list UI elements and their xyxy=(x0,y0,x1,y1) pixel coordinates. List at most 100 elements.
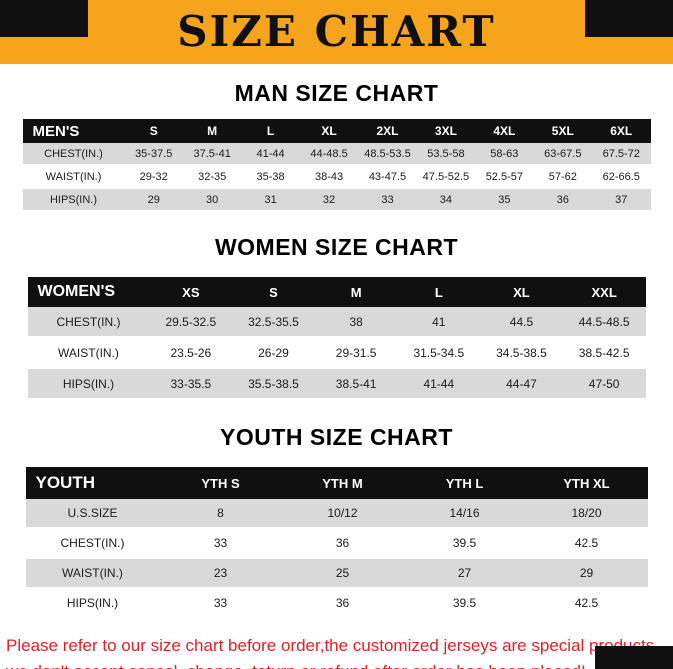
size-column-header: YTH XL xyxy=(525,467,648,499)
size-value: 14/16 xyxy=(449,506,480,520)
size-value: 41-44 xyxy=(423,376,455,391)
bottom-right-black-bar xyxy=(595,646,673,669)
size-value: 33 xyxy=(213,596,228,610)
size-value: 57-62 xyxy=(548,170,577,183)
table-row: CHEST(IN.) 35-37.5 37.5-41 41-44 44-48.5 48.5… xyxy=(22,143,651,165)
size-value: 62-66.5 xyxy=(602,170,640,183)
size-value: 33-35.5 xyxy=(170,376,212,391)
table-row: HIPS(IN.) 29 30 31 32 33 34 35 36 37 xyxy=(22,188,651,211)
page-title: SIZE CHART xyxy=(177,7,496,56)
table-row: HIPS(IN.) 33 36 39.5 42.5 xyxy=(25,588,648,618)
size-value: 38-43 xyxy=(314,170,344,183)
size-value: 37 xyxy=(615,193,628,206)
size-column-header: 2XL xyxy=(358,119,417,143)
table-row: WAIST(IN.) 23 25 27 29 xyxy=(25,558,648,588)
size-column-header: XL xyxy=(480,277,563,307)
size-value: 31 xyxy=(264,193,277,206)
size-value: 47.5-52.5 xyxy=(422,170,470,183)
size-value: 42.5 xyxy=(574,536,599,550)
size-value: 35-37.5 xyxy=(135,147,173,160)
size-value: 53.5-58 xyxy=(427,147,465,160)
table-row: WAIST(IN.) 29-32 32-35 35-38 38-43 43-47.5 47.… xyxy=(22,165,651,188)
table-row: CHEST(IN.) 33 36 39.5 42.5 xyxy=(25,528,648,558)
size-value: 39.5 xyxy=(452,536,477,550)
mens-size-table: MEN'S S M L XL 2XL 3XL 4XL 5XL 6XL CHEST(IN.) 35-37… xyxy=(22,119,651,212)
size-value: 35-38 xyxy=(256,170,285,183)
table-row: WAIST(IN.) 23.5-26 26-29 29-31.5 31.5-34.5 34… xyxy=(27,337,646,368)
row-label: U.S.SIZE xyxy=(67,506,118,520)
size-value: 52.5-57 xyxy=(485,170,523,183)
size-value: 48.5-53.5 xyxy=(364,147,411,160)
size-column-header: 3XL xyxy=(416,119,476,143)
size-value: 38.5-41 xyxy=(335,376,377,391)
size-value: 35.5-38.5 xyxy=(248,376,299,391)
size-value: 18/20 xyxy=(571,506,602,520)
footer-note: Please refer to our size chart before or… xyxy=(0,633,673,669)
row-label: WAIST(IN.) xyxy=(45,170,102,183)
table-header-row: WOMEN'S XS S M L XL XXL xyxy=(27,277,646,307)
size-value: 23.5-26 xyxy=(170,345,212,360)
women-section-heading: WOMEN SIZE CHART xyxy=(214,234,459,260)
size-value: 26-29 xyxy=(258,345,289,360)
row-label: CHEST(IN.) xyxy=(44,147,103,160)
size-value: 32-35 xyxy=(198,170,227,183)
size-value: 47-50 xyxy=(588,376,620,391)
size-value: 10/12 xyxy=(327,506,358,520)
size-value: 27 xyxy=(457,566,472,580)
size-value: 23 xyxy=(213,566,228,580)
table-row: U.S.SIZE 8 10/12 14/16 18/20 xyxy=(25,499,648,528)
size-value: 38 xyxy=(349,314,363,329)
table-group-label: MEN'S xyxy=(22,119,125,143)
size-value: 32.5-35.5 xyxy=(248,314,299,329)
row-label: HIPS(IN.) xyxy=(66,596,119,610)
size-value: 34.5-38.5 xyxy=(496,345,547,360)
table-header-row: MEN'S S M L XL 2XL 3XL 4XL 5XL 6XL xyxy=(22,119,651,143)
size-column-header: M xyxy=(182,119,242,143)
size-value: 31.5-34.5 xyxy=(413,345,465,360)
size-column-header: XXL xyxy=(562,277,646,307)
table-row: HIPS(IN.) 33-35.5 35.5-38.5 38.5-41 41-44 44-… xyxy=(27,368,646,399)
row-label: CHEST(IN.) xyxy=(60,536,125,550)
size-value: 30 xyxy=(206,193,219,206)
size-value: 38.5-42.5 xyxy=(578,345,630,360)
size-value: 34 xyxy=(439,193,453,206)
size-chart-banner: SIZE CHART xyxy=(0,0,673,64)
size-column-header: M xyxy=(314,277,398,307)
row-label: HIPS(IN.) xyxy=(49,193,98,206)
size-value: 37.5-41 xyxy=(193,147,231,160)
top-right-black-bar xyxy=(585,0,673,37)
size-value: 44.5-48.5 xyxy=(578,314,630,329)
size-column-header: L xyxy=(241,119,300,143)
size-column-header: YTH M xyxy=(281,467,404,499)
size-value: 29 xyxy=(579,566,594,580)
row-label: WAIST(IN.) xyxy=(58,345,119,360)
table-header-row: YOUTH YTH S YTH M YTH L YTH XL xyxy=(25,467,648,499)
row-label: CHEST(IN.) xyxy=(56,314,121,329)
size-value: 29-31.5 xyxy=(335,345,377,360)
size-value: 67.5-72 xyxy=(602,147,640,160)
size-value: 36 xyxy=(335,596,350,610)
size-value: 36 xyxy=(335,536,350,550)
row-label: WAIST(IN.) xyxy=(62,566,123,580)
size-value: 43-47.5 xyxy=(368,170,407,183)
size-value: 44.5 xyxy=(509,314,534,329)
size-value: 29 xyxy=(147,193,160,206)
top-left-black-bar xyxy=(0,0,88,37)
size-column-header: 5XL xyxy=(533,119,592,143)
womens-size-table: WOMEN'S XS S M L XL XXL CHEST(IN.) 29.5-32.5 32.5… xyxy=(27,277,646,400)
size-column-header: S xyxy=(124,119,183,143)
man-section-heading: MAN SIZE CHART xyxy=(234,80,439,106)
size-column-header: YTH S xyxy=(159,467,282,499)
row-label: HIPS(IN.) xyxy=(62,376,115,391)
youth-section-heading: YOUTH SIZE CHART xyxy=(220,424,453,450)
footer-line-2: we don't accept cancel, change, teturn o… xyxy=(6,659,673,669)
size-column-header: L xyxy=(397,277,481,307)
size-value: 63-67.5 xyxy=(544,147,582,160)
table-group-label: WOMEN'S xyxy=(27,277,150,307)
size-value: 8 xyxy=(217,506,224,520)
size-value: 33 xyxy=(381,193,394,206)
size-value: 41 xyxy=(432,314,446,329)
size-value: 36 xyxy=(556,193,569,206)
size-value: 29.5-32.5 xyxy=(165,314,217,329)
